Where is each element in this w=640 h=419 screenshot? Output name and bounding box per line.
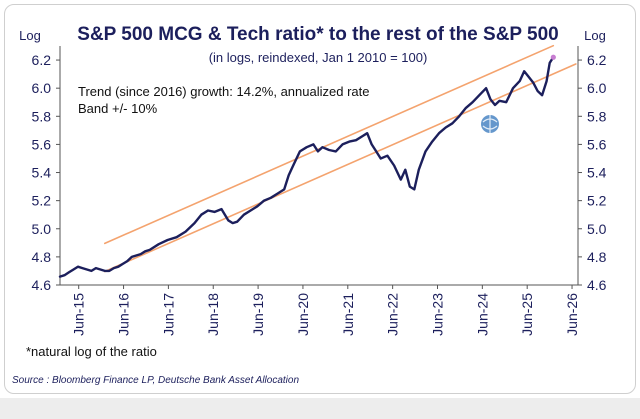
y-tick-label-left: 6.0 — [32, 80, 52, 96]
y-tick-label-right: 4.8 — [587, 249, 607, 265]
x-tick-label: Jun-20 — [295, 293, 311, 336]
chart-card — [4, 4, 636, 394]
watermark-globe-lines — [482, 115, 498, 133]
x-tick-label: Jun-23 — [429, 293, 445, 336]
y-tick-label-left: 5.2 — [32, 193, 52, 209]
y-tick-label-right: 5.4 — [587, 165, 607, 181]
y-tick-label-right: 5.0 — [587, 221, 607, 237]
x-tick-label: Jun-25 — [519, 293, 535, 336]
chart-title: S&P 500 MCG & Tech ratio* to the rest of… — [77, 24, 558, 45]
x-tick-label: Jun-17 — [160, 293, 176, 336]
y-axis-label-right: Log — [584, 28, 606, 43]
x-tick-label: Jun-21 — [340, 293, 356, 336]
y-tick-label-left: 5.6 — [32, 136, 52, 152]
x-tick-label: Jun-18 — [205, 293, 221, 336]
y-tick-label-right: 6.2 — [587, 52, 607, 68]
y-tick-label-right: 6.0 — [587, 80, 607, 96]
y-axis-label-left: Log — [19, 28, 41, 43]
x-ticks: Jun-15 Jun-16 Jun-17 Jun-18 Jun-19 Jun-20 Jun-… — [71, 285, 580, 336]
x-tick-label: Jun-19 — [250, 293, 266, 336]
x-tick-label: Jun-16 — [116, 293, 132, 336]
y-tick-label-right: 5.8 — [587, 108, 607, 124]
x-tick-label: Jun-15 — [71, 293, 87, 336]
series-line-ratio — [58, 56, 555, 278]
chart-subtitle: (in logs, reindexed, Jan 1 2010 = 100) — [209, 50, 428, 65]
x-tick-label: Jun-26 — [564, 293, 580, 336]
band-line-lower — [104, 63, 577, 273]
annotation-trend: Trend (since 2016) growth: 14.2%, annual… — [78, 84, 369, 99]
series-layer — [58, 44, 577, 278]
y-tick-label-right: 5.2 — [587, 193, 607, 209]
x-tick-label: Jun-22 — [385, 293, 401, 336]
footnote: *natural log of the ratio — [26, 344, 157, 359]
y-tick-label-right: 5.6 — [587, 136, 607, 152]
y-tick-label-left: 4.8 — [32, 249, 52, 265]
annotation-band: Band +/- 10% — [78, 101, 158, 116]
y-tick-label-left: 6.2 — [32, 52, 52, 68]
y-tick-label-left: 5.8 — [32, 108, 52, 124]
y-ticks-right: 4.6 4.8 5.0 5.2 5.4 5.6 5.8 6.0 6.2 — [578, 52, 607, 293]
y-tick-label-left: 5.4 — [32, 165, 52, 181]
last-point-marker — [550, 54, 556, 60]
plot-frame — [59, 46, 579, 286]
band-line-upper — [104, 44, 555, 245]
source-note: Source : Bloomberg Finance LP, Deutsche … — [12, 375, 299, 386]
y-tick-label-right: 4.6 — [587, 277, 607, 293]
y-ticks-left: 4.6 4.8 5.0 5.2 5.4 5.6 5.8 6.0 6.2 — [32, 52, 60, 293]
x-tick-label: Jun-24 — [474, 293, 490, 336]
y-tick-label-left: 4.6 — [32, 277, 52, 293]
y-tick-label-left: 5.0 — [32, 221, 52, 237]
bottom-bar — [0, 398, 640, 419]
watermark — [481, 115, 499, 133]
